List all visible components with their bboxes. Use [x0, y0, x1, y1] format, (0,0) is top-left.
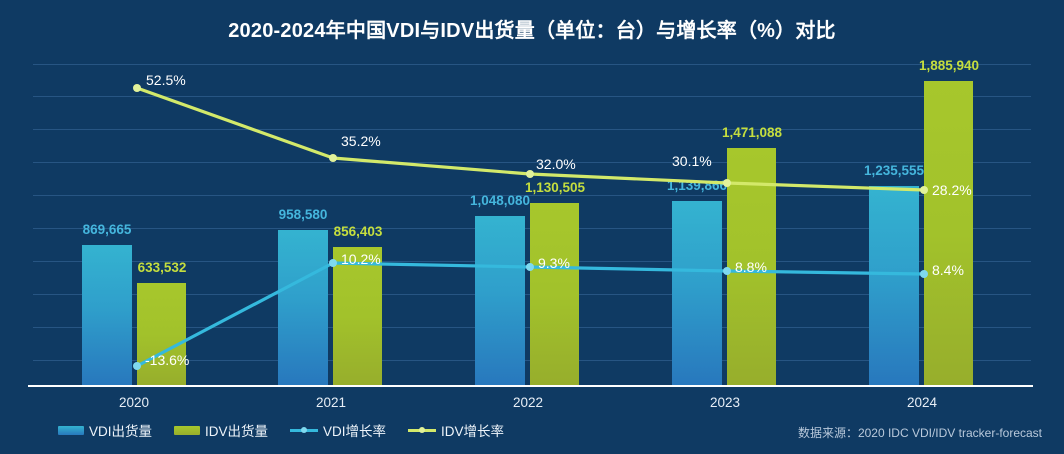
pct-idv-2024: 28.2% [932, 182, 972, 198]
chart-legend: VDI出货量 IDV出货量 VDI增长率 IDV增长率 [58, 420, 504, 440]
legend-line-swatch-icon [290, 425, 319, 435]
bar-vdi-2021[interactable] [278, 230, 328, 385]
gridline [33, 96, 1031, 97]
bar-vdi-2024[interactable] [869, 186, 919, 385]
bar-value-idv-2022: 1,130,505 [524, 180, 586, 195]
bar-value-idv-2023: 1,471,088 [721, 125, 783, 140]
legend-line-swatch-icon [408, 425, 437, 435]
pct-vdi-2023: 8.8% [735, 259, 767, 275]
data-source-note: 数据来源：2020 IDC VDI/IDV tracker-forecast [797, 426, 1042, 440]
bar-idv-2024[interactable] [924, 81, 973, 385]
x-tick-2020: 2020 [118, 395, 150, 410]
x-tick-2023: 2023 [709, 395, 741, 410]
page-title: 2020-2024年中国VDI与IDV出货量（单位：台）与增长率（%）对比 [228, 20, 836, 42]
x-tick-2022: 2022 [512, 395, 544, 410]
bar-vdi-2022[interactable] [475, 216, 525, 385]
legend-bar-swatch-icon [174, 425, 201, 435]
bar-value-vdi-2023: 1,139,866 [666, 178, 728, 193]
legend-label: VDI增长率 [323, 424, 387, 439]
x-tick-2021: 2021 [315, 395, 347, 410]
pct-idv-2023: 30.1% [672, 153, 712, 169]
bar-value-vdi-2020: 869,665 [82, 222, 132, 237]
legend-label: IDV增长率 [441, 424, 505, 439]
bar-value-vdi-2022: 1,048,080 [469, 193, 531, 208]
legend-item-vdi-shipments[interactable]: VDI出货量 [58, 420, 152, 440]
legend-item-idv-shipments[interactable]: IDV出货量 [174, 420, 268, 440]
legend-item-vdi-growth-rate[interactable]: VDI增长率 [290, 420, 386, 440]
gridline [33, 64, 1031, 65]
pct-vdi-2022: 9.3% [538, 255, 570, 271]
legend-item-idv-growth-rate[interactable]: IDV增长率 [408, 420, 504, 440]
bar-idv-2021[interactable] [333, 247, 382, 385]
legend-label: VDI出货量 [89, 424, 153, 439]
legend-bar-swatch-icon [58, 425, 84, 435]
bar-value-idv-2020: 633,532 [137, 260, 187, 275]
bar-idv-2022[interactable] [530, 203, 579, 385]
bar-value-vdi-2021: 958,580 [278, 207, 328, 222]
pct-vdi-2021: 10.2% [341, 251, 381, 267]
x-axis-line [28, 385, 1033, 387]
bar-value-idv-2024: 1,885,940 [918, 58, 980, 73]
bar-idv-2020[interactable] [137, 283, 186, 385]
pct-idv-2020: 52.5% [146, 72, 186, 88]
bar-value-vdi-2024: 1,235,555 [863, 163, 925, 178]
pct-idv-2021: 35.2% [341, 133, 381, 149]
gridline [33, 129, 1031, 130]
legend-label: IDV出货量 [205, 424, 269, 439]
pct-vdi-2024: 8.4% [932, 262, 964, 278]
bar-vdi-2020[interactable] [82, 245, 132, 385]
bar-vdi-2023[interactable] [672, 201, 722, 385]
gridline [33, 195, 1031, 196]
pct-idv-2022: 32.0% [536, 156, 576, 172]
bar-value-idv-2021: 856,403 [333, 224, 383, 239]
x-tick-2024: 2024 [906, 395, 938, 410]
pct-vdi-2020: -13.6% [145, 352, 190, 368]
